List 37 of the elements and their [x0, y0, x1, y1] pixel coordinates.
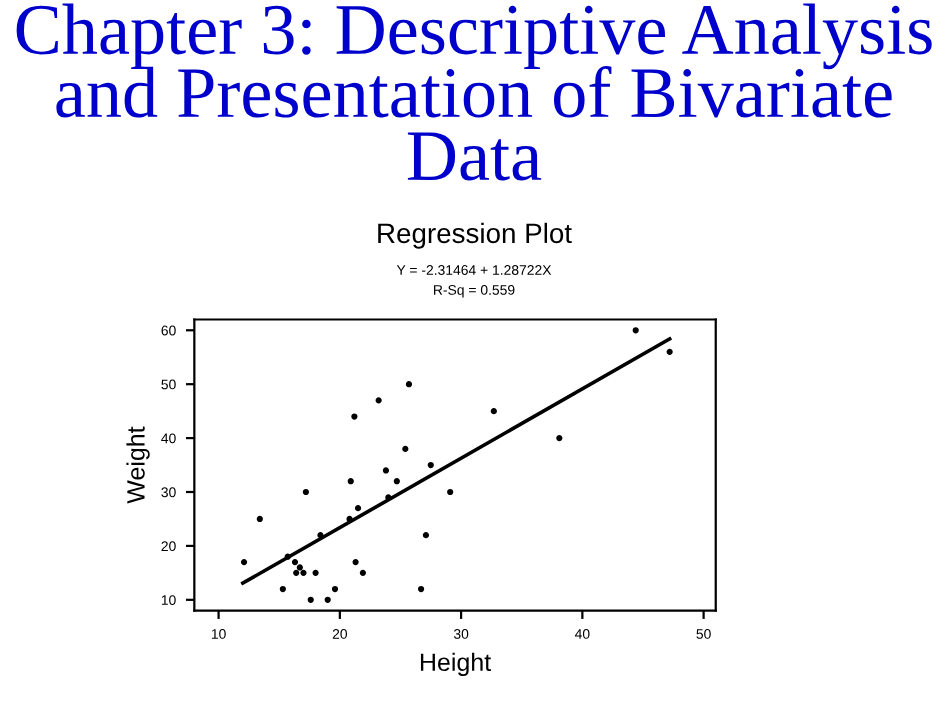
point: [317, 532, 324, 539]
point: [279, 585, 286, 593]
point: [293, 569, 300, 576]
point: [324, 596, 331, 603]
point: [352, 558, 359, 566]
point: [632, 327, 639, 334]
point: [284, 553, 291, 560]
x-axis-title: Height: [420, 652, 491, 677]
point: [291, 558, 299, 566]
point: [351, 413, 358, 420]
chart-title: Chapter 3: Descriptive Analysis and Presentation of Bivariate Data: [16, 3, 932, 181]
point: [347, 478, 354, 485]
point: [307, 596, 314, 603]
point: [354, 505, 362, 512]
point: [312, 569, 319, 576]
point: [417, 585, 425, 593]
point: [393, 478, 400, 485]
point: [427, 461, 434, 469]
point: [296, 564, 303, 571]
point: [490, 408, 497, 415]
point: [359, 569, 366, 576]
point: [422, 532, 430, 539]
point: [240, 558, 248, 566]
point: [666, 348, 673, 355]
point: [256, 515, 263, 523]
point: [300, 569, 307, 576]
point: [302, 488, 309, 496]
point: [382, 467, 390, 474]
point: [331, 585, 339, 593]
point: [402, 445, 409, 452]
y-axis-title: Weight: [126, 426, 150, 504]
chart-subtitle: Regression Plot: [378, 222, 572, 249]
point: [556, 434, 563, 442]
point: [375, 397, 382, 404]
point: [405, 381, 413, 388]
point: [447, 488, 454, 496]
point: [346, 515, 353, 523]
